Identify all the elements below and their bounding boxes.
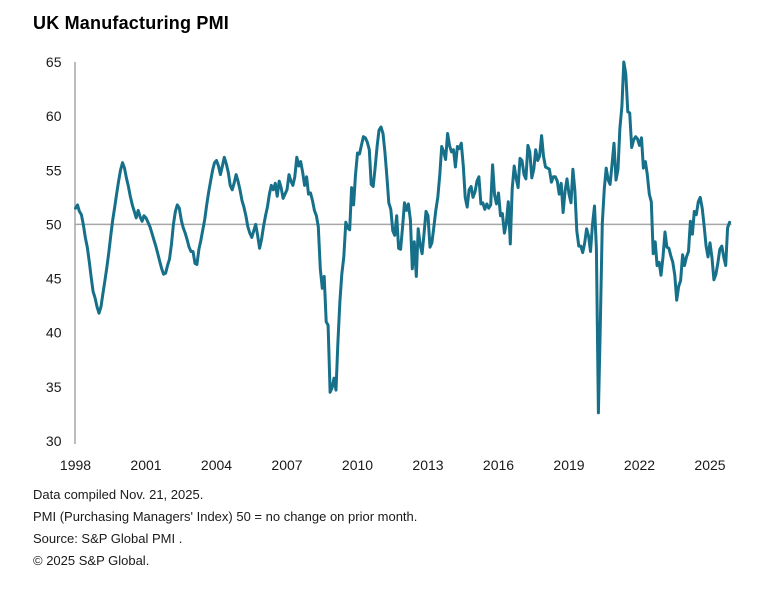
x-tick-label: 2022 [624,457,655,473]
y-tick-label: 30 [46,433,62,449]
footnote-copyright: © 2025 S&P Global. [33,553,150,568]
x-tick-label: 2004 [201,457,232,473]
x-tick-label: 2013 [412,457,443,473]
x-tick-label: 2007 [271,457,302,473]
x-tick-label: 2001 [130,457,161,473]
pmi-line-chart: 30 35 40 45 50 55 60 65 1998 2001 2004 2007 2010 2013… [46,54,732,473]
x-tick-label: 2016 [483,457,514,473]
y-tick-label: 55 [46,162,62,178]
chart-footnotes: Data compiled Nov. 21, 2025. PMI (Purcha… [33,484,417,572]
x-tick-label: 2010 [342,457,373,473]
x-tick-label: 2025 [694,457,725,473]
x-tick-label: 1998 [60,457,91,473]
footnote-source: Source: S&P Global PMI . [33,531,183,546]
y-tick-label: 65 [46,54,62,70]
footnote-data-compiled: Data compiled Nov. 21, 2025. [33,487,204,502]
y-tick-label: 45 [46,271,62,287]
y-tick-label: 40 [46,325,62,341]
y-tick-label: 35 [46,379,62,395]
y-tick-label: 50 [46,216,62,232]
chart-title: UK Manufacturing PMI [33,13,229,33]
pmi-series-line [74,60,732,415]
footnote-pmi-definition: PMI (Purchasing Managers' Index) 50 = no… [33,509,418,524]
x-tick-label: 2019 [553,457,584,473]
y-tick-label: 60 [46,108,62,124]
